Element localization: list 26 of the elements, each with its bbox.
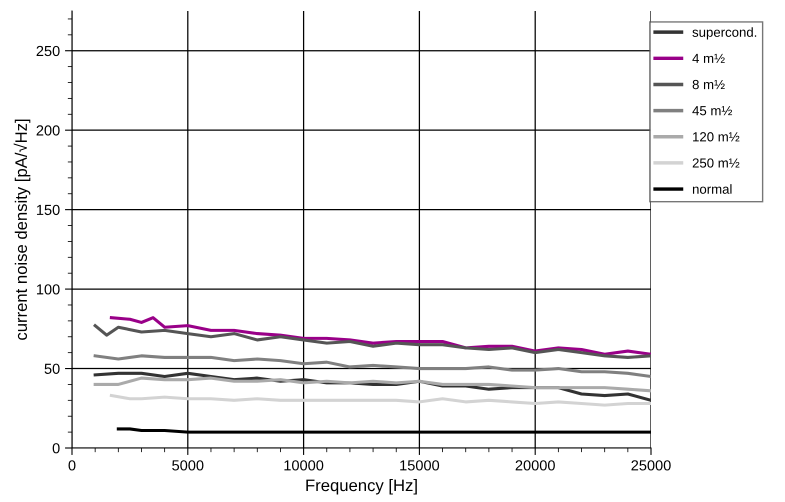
y-tick-label: 50 [44, 364, 60, 374]
y-tick-label: 250 [36, 46, 60, 56]
x-tick-label: 25000 [631, 460, 671, 471]
y-tick-label: 0 [52, 443, 60, 454]
x-axis-title: Frequency [Hz] [306, 478, 417, 494]
legend-label: 120 m½ [693, 132, 740, 142]
y-axis-title: current noise density [pA/√Hz] [14, 120, 30, 340]
x-tick-label: 10000 [284, 460, 324, 471]
y-tick-label: 150 [36, 204, 60, 216]
x-tick-label: 15000 [400, 460, 440, 471]
line-series [110, 316, 651, 356]
y-tick-label: 100 [36, 284, 60, 295]
x-tick-label: 20000 [516, 460, 555, 471]
legend-label: 4 m½ [692, 54, 725, 63]
legend-label: supercond. [692, 27, 756, 40]
line-series [110, 394, 651, 407]
y-tick-label: 200 [36, 125, 60, 136]
x-tick-label: 0 [68, 460, 76, 471]
line-series [94, 324, 651, 359]
line-series [94, 354, 651, 378]
legend-label: 8 m½ [692, 80, 725, 90]
legend-label: 250 m½ [692, 158, 740, 168]
line-series [94, 376, 651, 392]
legend-label: normal [692, 184, 732, 194]
legend-label: 45 m½ [692, 106, 732, 116]
x-tick-label: 5000 [172, 460, 204, 471]
